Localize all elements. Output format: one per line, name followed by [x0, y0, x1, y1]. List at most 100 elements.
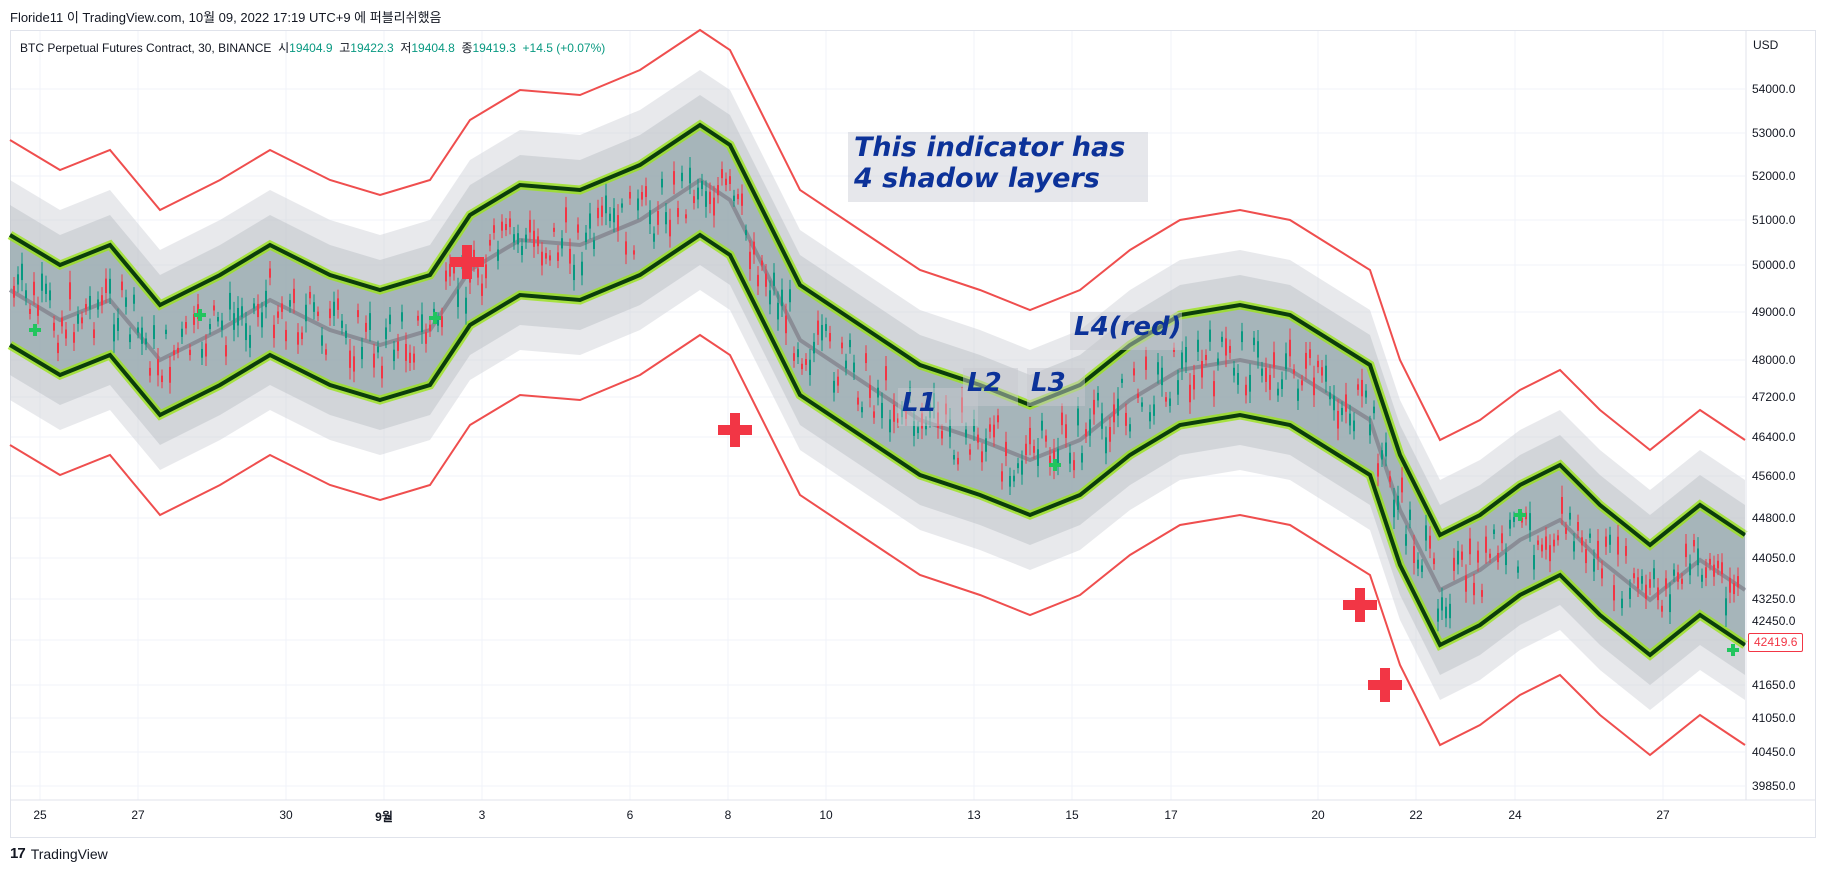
- candle-body: [1325, 365, 1327, 382]
- candle-body: [1181, 352, 1183, 369]
- candle-body: [1089, 419, 1091, 436]
- candle-body: [801, 363, 803, 370]
- close-label: 종: [461, 41, 473, 55]
- candle-body: [1061, 412, 1063, 426]
- candle-body: [1317, 360, 1319, 368]
- candle-body: [265, 290, 267, 308]
- candle-body: [149, 367, 151, 376]
- candle-body: [165, 329, 167, 335]
- buy-signal-cross: [1053, 459, 1057, 471]
- candle-body: [1693, 540, 1695, 547]
- candle-body: [1169, 398, 1171, 406]
- candle-body: [61, 317, 63, 327]
- candle-body: [989, 424, 991, 432]
- candle-body: [1201, 361, 1203, 378]
- candle-body: [1545, 536, 1547, 550]
- candle-body: [881, 402, 883, 419]
- candle-body: [597, 207, 599, 219]
- candle-body: [1717, 560, 1719, 569]
- candle-body: [825, 324, 827, 331]
- outer-red-upper: [9, 28, 1746, 452]
- candle-body: [841, 342, 843, 349]
- candle-body: [1337, 410, 1339, 429]
- candle-body: [1733, 583, 1735, 595]
- candle-body: [233, 313, 235, 330]
- candle-body: [1373, 406, 1375, 414]
- candle-body: [993, 424, 995, 438]
- candle-body: [205, 343, 207, 357]
- symbol-legend[interactable]: BTC Perpetual Futures Contract, 30, BINA…: [20, 39, 605, 56]
- candle-body: [109, 278, 111, 294]
- candle-body: [1501, 533, 1503, 544]
- price-tick: 52000.0: [1752, 169, 1796, 183]
- candle-body: [1289, 339, 1291, 357]
- candle-body: [481, 283, 483, 296]
- candle-body: [1685, 543, 1687, 558]
- candle-body: [737, 194, 739, 200]
- chart-pane[interactable]: [10, 30, 1816, 838]
- candle-body: [949, 419, 951, 437]
- candle-body: [21, 263, 23, 281]
- candle-body: [501, 221, 503, 231]
- time-tick: 8: [724, 808, 732, 822]
- candle-body: [605, 195, 607, 214]
- candle-body: [725, 178, 727, 186]
- candle-body: [665, 212, 667, 225]
- tradingview-footer[interactable]: 17 TradingView: [10, 845, 108, 862]
- candle-body: [1713, 564, 1715, 577]
- candle-body: [1001, 471, 1003, 482]
- candle-body: [525, 234, 527, 243]
- candle-body: [1377, 463, 1379, 477]
- candle-body: [1285, 353, 1287, 369]
- candle-body: [53, 322, 55, 331]
- candle-body: [1165, 397, 1167, 402]
- candle-body: [413, 353, 415, 363]
- candle-body: [717, 185, 719, 196]
- change-value: +14.5 (+0.07%): [522, 41, 606, 55]
- candle-body: [1033, 446, 1035, 453]
- candle-body: [1141, 402, 1143, 407]
- candle-body: [281, 303, 283, 312]
- candle-body: [1029, 427, 1031, 445]
- candle-body: [1429, 535, 1431, 549]
- candle-body: [441, 316, 443, 328]
- candle-body: [1269, 374, 1271, 390]
- candle-body: [277, 311, 279, 318]
- candle-body: [1409, 509, 1411, 521]
- candle-body: [369, 313, 371, 331]
- publish-attribution: Floride11 이 TradingView.com, 10월 09, 202…: [10, 10, 442, 25]
- candle-body: [757, 274, 759, 287]
- symbol-name[interactable]: BTC Perpetual Futures Contract, 30, BINA…: [20, 41, 272, 55]
- candle-body: [377, 346, 379, 353]
- candle-body: [637, 198, 639, 211]
- candle-body: [1309, 349, 1311, 359]
- candle-body: [249, 334, 251, 348]
- candle-body: [561, 238, 563, 249]
- candle-body: [341, 320, 343, 328]
- candle-body: [741, 193, 743, 206]
- candle-body: [577, 224, 579, 233]
- candle-body: [321, 335, 323, 346]
- candle-body: [1677, 572, 1679, 582]
- candle-body: [397, 341, 399, 351]
- candle-body: [1145, 356, 1147, 370]
- candle-body: [425, 332, 427, 344]
- candle-body: [1321, 367, 1323, 376]
- candle-body: [853, 362, 855, 373]
- candle-body: [1161, 367, 1163, 386]
- candle-body: [809, 359, 811, 376]
- candle-body: [789, 289, 791, 303]
- candle-body: [733, 195, 735, 202]
- open-label: 시: [278, 41, 290, 55]
- price-tick: 41050.0: [1752, 711, 1796, 725]
- candle-body: [893, 404, 895, 422]
- candle-body: [1137, 393, 1139, 398]
- tradingview-brand: TradingView: [30, 845, 108, 862]
- candle-body: [405, 343, 407, 361]
- candle-body: [1117, 398, 1119, 416]
- candle-body: [1441, 597, 1443, 611]
- currency-label[interactable]: USD: [1753, 38, 1779, 52]
- candle-body: [217, 317, 219, 322]
- candle-body: [1353, 420, 1355, 432]
